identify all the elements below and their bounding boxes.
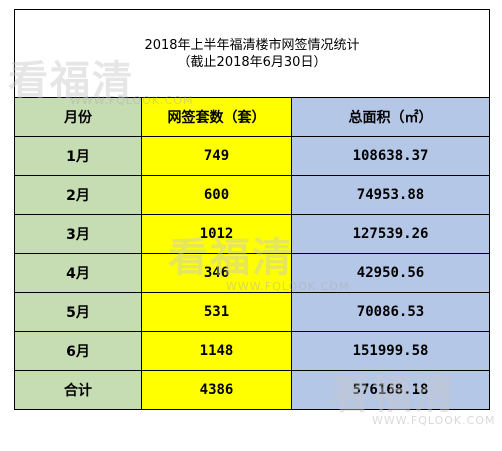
cell-units: 1148 <box>141 331 292 371</box>
cell-units: 749 <box>141 136 292 176</box>
cell-month: 5月 <box>14 292 142 332</box>
stats-table: 2018年上半年福清楼市网签情况统计 （截止2018年6月30日） 月份 网签套… <box>14 9 490 410</box>
cell-units: 531 <box>141 292 292 332</box>
cell-total-area: 576168.18 <box>291 370 490 410</box>
stats-sheet: 2018年上半年福清楼市网签情况统计 （截止2018年6月30日） 月份 网签套… <box>14 9 490 436</box>
cell-area: 42950.56 <box>291 253 490 293</box>
table-row: 1月 749 108638.37 <box>14 136 490 176</box>
table-row: 3月 1012 127539.26 <box>14 214 490 254</box>
cell-month: 4月 <box>14 253 142 293</box>
table-row: 5月 531 70086.53 <box>14 292 490 332</box>
cell-area: 127539.26 <box>291 214 490 254</box>
cell-month: 2月 <box>14 175 142 215</box>
table-row: 2月 600 74953.88 <box>14 175 490 215</box>
table-row: 6月 1148 151999.58 <box>14 331 490 371</box>
total-row: 合计 4386 576168.18 <box>14 370 490 410</box>
title-date-note: （截止2018年6月30日） <box>177 54 327 70</box>
cell-units: 1012 <box>141 214 292 254</box>
cell-area: 74953.88 <box>291 175 490 215</box>
header-row: 月份 网签套数（套） 总面积（㎡） <box>14 97 490 137</box>
table-row: 4月 346 42950.56 <box>14 253 490 293</box>
header-units: 网签套数（套） <box>141 97 292 137</box>
cell-total-units: 4386 <box>141 370 292 410</box>
cell-month: 3月 <box>14 214 142 254</box>
cell-total-label: 合计 <box>14 370 142 410</box>
cell-month: 6月 <box>14 331 142 371</box>
cell-area: 70086.53 <box>291 292 490 332</box>
header-month: 月份 <box>14 97 142 137</box>
cell-units: 600 <box>141 175 292 215</box>
header-area: 总面积（㎡） <box>291 97 490 137</box>
cell-area: 151999.58 <box>291 331 490 371</box>
cell-units: 346 <box>141 253 292 293</box>
cell-area: 108638.37 <box>291 136 490 176</box>
cell-month: 1月 <box>14 136 142 176</box>
table-title: 2018年上半年福清楼市网签情况统计 （截止2018年6月30日） <box>14 9 490 98</box>
title-main: 2018年上半年福清楼市网签情况统计 <box>144 37 360 53</box>
